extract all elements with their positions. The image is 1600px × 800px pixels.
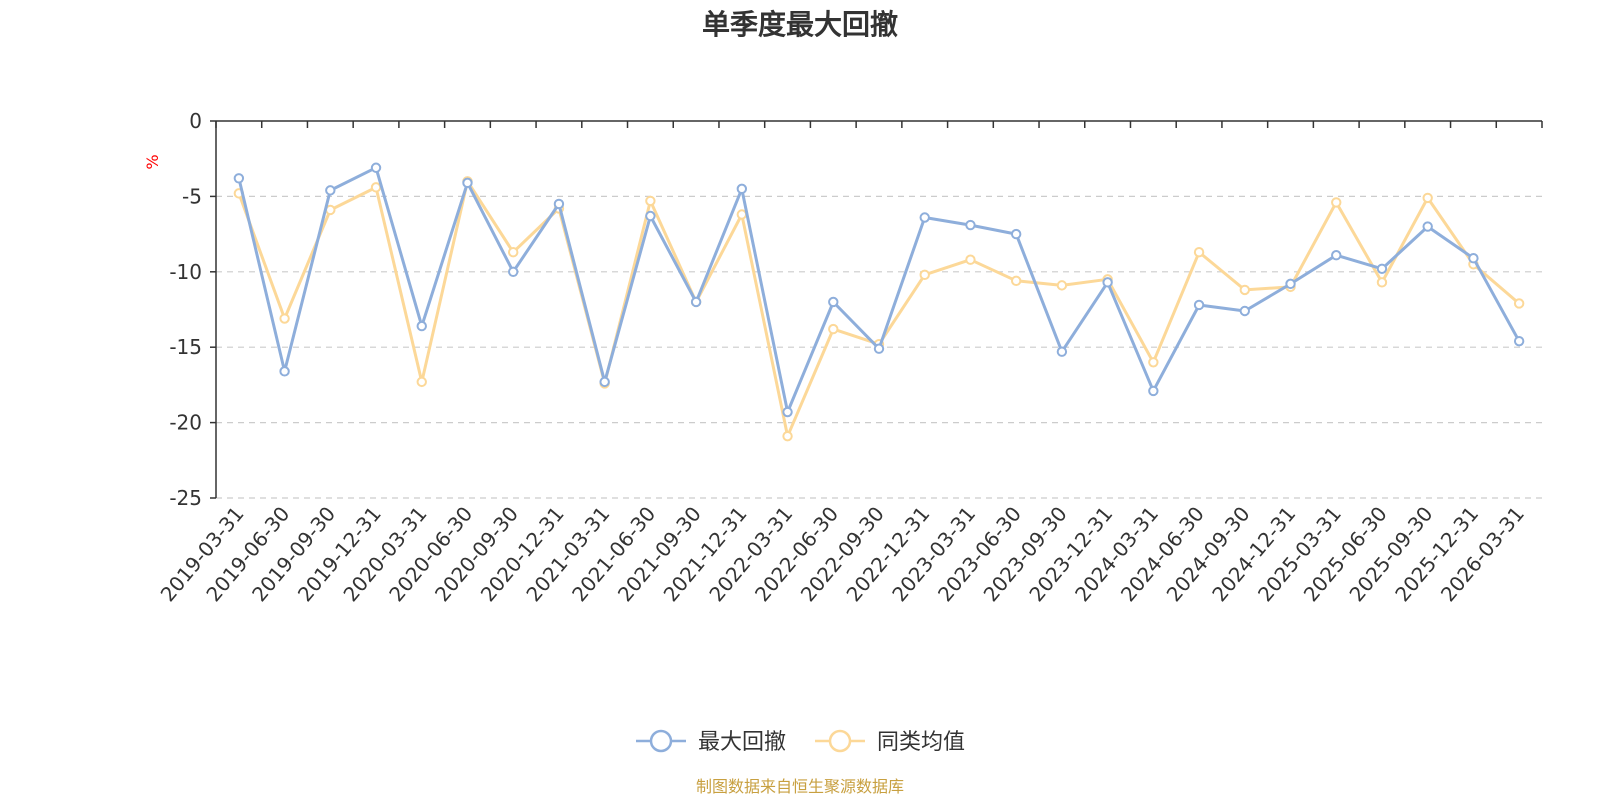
data-point[interactable] [553,198,565,210]
data-point[interactable] [1056,346,1068,357]
data-point[interactable] [1513,335,1525,347]
y-axis-unit: % [143,154,162,169]
data-point[interactable] [416,376,427,388]
data-point[interactable] [736,209,748,220]
data-point[interactable] [1148,385,1159,397]
data-point[interactable] [965,254,976,265]
data-point[interactable] [1010,228,1022,240]
data-point[interactable] [736,183,748,195]
legend[interactable]: 最大回撤 同类均值 [636,729,965,755]
chart-title: 单季度最大回撤 [702,8,898,41]
data-point[interactable] [370,162,382,173]
data-point[interactable] [1056,280,1068,291]
data-point[interactable] [919,212,930,223]
data-point[interactable] [233,173,245,184]
data-point[interactable] [370,182,382,193]
data-point[interactable] [1239,284,1250,296]
data-point[interactable] [1102,277,1113,288]
data-point[interactable] [782,430,793,442]
data-point[interactable] [1010,275,1022,287]
y-tick-label: 0 [189,109,202,133]
data-point[interactable] [462,177,473,189]
source-note: 制图数据来自恒生聚源数据库 [696,777,904,796]
data-point[interactable] [645,210,656,222]
data-point[interactable] [508,246,519,258]
data-point[interactable] [1285,278,1296,290]
data-point[interactable] [919,269,930,281]
legend-marker-icon [649,729,673,753]
legend-marker-icon [828,729,852,753]
series-line [237,166,1521,414]
series-layer [233,162,1525,442]
data-point[interactable] [1331,197,1342,208]
data-point[interactable] [1376,277,1388,288]
y-tick-label: -5 [182,184,202,208]
series-1 [233,162,1525,418]
data-point[interactable] [1422,221,1433,232]
data-point[interactable] [325,185,336,196]
data-point[interactable] [1468,253,1479,264]
data-point[interactable] [1193,299,1205,311]
data-point[interactable] [873,343,885,354]
legend-label: 最大回撤 [698,730,786,755]
legend-item[interactable]: 最大回撤 [636,729,786,755]
y-tick-label: -15 [169,335,202,359]
y-tick-label: -20 [169,411,202,435]
series-line [237,179,1521,438]
data-point[interactable] [1239,305,1250,317]
legend-item[interactable]: 同类均值 [815,729,965,755]
data-point[interactable] [1422,192,1433,204]
legend-label: 同类均值 [877,730,965,755]
data-point[interactable] [508,266,519,277]
data-point[interactable] [828,296,839,308]
data-point[interactable] [690,296,702,308]
data-point[interactable] [599,376,610,388]
y-tick-label: -10 [169,260,202,284]
y-tick-label: -25 [169,486,202,510]
data-point[interactable] [1331,250,1342,261]
data-point[interactable] [279,313,290,324]
data-point[interactable] [828,323,839,335]
data-point[interactable] [1376,263,1388,274]
data-point[interactable] [1513,298,1525,309]
data-point[interactable] [965,219,976,231]
data-point[interactable] [1148,357,1159,368]
data-point[interactable] [1193,246,1205,258]
data-point[interactable] [645,195,656,207]
data-point[interactable] [416,320,427,332]
axes: 0-5-10-15-20-252019-03-312019-06-302019-… [156,109,1543,606]
data-point[interactable] [782,406,793,418]
data-point[interactable] [279,366,290,377]
